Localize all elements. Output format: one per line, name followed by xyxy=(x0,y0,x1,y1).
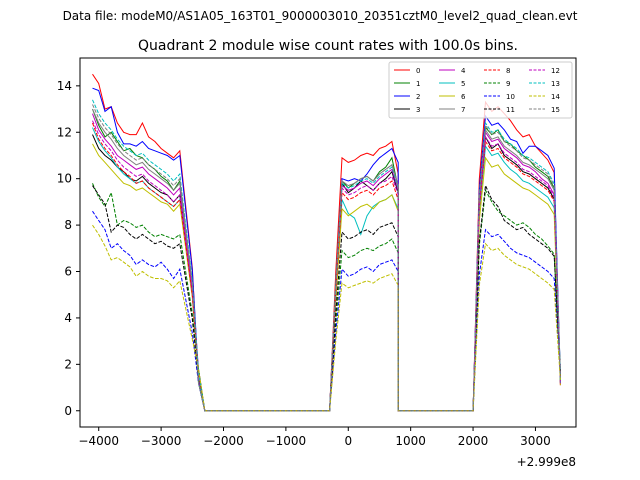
x-tick-label: −4000 xyxy=(78,434,119,448)
series-line-10 xyxy=(92,210,561,412)
legend-label-1: 1 xyxy=(416,80,420,88)
chart-title: Quadrant 2 module wise count rates with … xyxy=(138,38,518,54)
plot-border xyxy=(79,57,577,428)
plot-area xyxy=(80,58,576,427)
series-layer xyxy=(92,73,561,412)
legend-label-12: 12 xyxy=(551,67,560,75)
y-tick-label: 0 xyxy=(64,404,72,418)
series-line-6 xyxy=(92,143,561,412)
legend-label-13: 13 xyxy=(551,80,560,88)
legend-label-11: 11 xyxy=(506,106,515,114)
x-axis-offset-label: +2.999e8 xyxy=(517,455,576,469)
series-line-11 xyxy=(92,183,561,412)
series-line-4 xyxy=(92,113,561,412)
legend-label-10: 10 xyxy=(506,93,515,101)
y-tick-label: 6 xyxy=(64,265,72,279)
series-line-15 xyxy=(92,104,561,412)
y-tick-label: 10 xyxy=(57,172,72,186)
legend-label-6: 6 xyxy=(461,93,466,101)
legend-label-9: 9 xyxy=(506,80,510,88)
y-tick-label: 8 xyxy=(64,218,72,232)
series-line-0 xyxy=(92,73,561,412)
series-line-3 xyxy=(92,134,561,412)
legend-label-5: 5 xyxy=(461,80,465,88)
series-lines xyxy=(92,73,561,412)
y-tick-label: 14 xyxy=(57,79,72,93)
legend-label-7: 7 xyxy=(461,106,465,114)
figure-suptitle: Data file: modeM0/AS1A05_163T01_90000030… xyxy=(63,9,578,23)
x-tick-label: 3000 xyxy=(520,434,551,448)
x-tick-label: 1000 xyxy=(395,434,426,448)
x-tick-label: −3000 xyxy=(141,434,182,448)
legend-box xyxy=(388,61,573,119)
series-line-13 xyxy=(92,99,561,412)
series-line-12 xyxy=(92,120,561,412)
legend-label-0: 0 xyxy=(416,67,420,75)
y-tick-label: 2 xyxy=(64,357,72,371)
series-line-8 xyxy=(92,122,561,412)
series-line-2 xyxy=(92,87,561,412)
series-line-14 xyxy=(92,224,561,412)
legend-label-14: 14 xyxy=(551,93,560,101)
legend-label-3: 3 xyxy=(416,106,420,114)
legend-label-2: 2 xyxy=(416,93,420,101)
series-line-9 xyxy=(92,183,561,412)
y-tick-label: 4 xyxy=(64,311,72,325)
x-tick-label: −2000 xyxy=(203,434,244,448)
legend-label-4: 4 xyxy=(461,67,466,75)
legend-label-15: 15 xyxy=(551,106,560,114)
x-axis-ticks: −4000 −3000 −2000 −1000 0 1000 2000 3000 xyxy=(78,427,551,448)
legend-label-8: 8 xyxy=(506,67,510,75)
x-tick-label: −1000 xyxy=(266,434,307,448)
x-tick-label: 2000 xyxy=(458,434,489,448)
x-tick-label: 0 xyxy=(344,434,352,448)
y-axis-ticks: 0 2 4 6 8 10 12 14 xyxy=(57,79,80,418)
y-tick-label: 12 xyxy=(57,125,72,139)
series-line-5 xyxy=(92,127,561,412)
